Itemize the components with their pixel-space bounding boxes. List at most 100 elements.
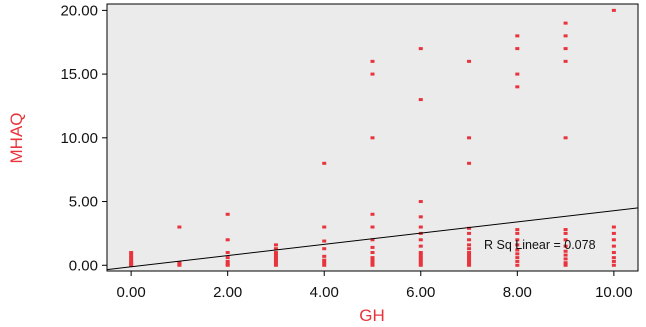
- data-point: [273, 258, 278, 262]
- data-point: [563, 261, 568, 265]
- data-point: [515, 34, 520, 38]
- data-point: [129, 256, 134, 260]
- data-point: [370, 261, 375, 265]
- data-point: [322, 254, 327, 258]
- data-point: [273, 263, 278, 267]
- data-point: [515, 238, 520, 242]
- data-point: [370, 238, 375, 242]
- data-point: [129, 258, 134, 262]
- y-tick-label: 20.00: [60, 2, 98, 19]
- data-point: [467, 226, 472, 230]
- data-point: [322, 225, 327, 229]
- data-point: [225, 238, 230, 242]
- data-point: [563, 263, 568, 267]
- data-point: [467, 136, 472, 140]
- data-point: [177, 261, 182, 265]
- data-point: [418, 238, 423, 242]
- data-point: [225, 262, 230, 266]
- data-point: [515, 47, 520, 51]
- data-point: [515, 72, 520, 76]
- data-point: [129, 261, 134, 265]
- data-point: [611, 256, 616, 260]
- data-point: [515, 263, 520, 267]
- data-point: [418, 251, 423, 255]
- x-tick-label: 8.00: [503, 284, 532, 301]
- data-point: [370, 256, 375, 260]
- data-point: [467, 251, 472, 255]
- data-point: [322, 239, 327, 243]
- data-point: [129, 251, 134, 255]
- data-point: [370, 251, 375, 255]
- data-point: [563, 59, 568, 63]
- data-point: [273, 253, 278, 257]
- data-point: [563, 257, 568, 261]
- data-point: [418, 263, 423, 267]
- y-tick-label: 5.00: [69, 194, 98, 211]
- data-point: [563, 253, 568, 257]
- data-point: [418, 258, 423, 262]
- data-point: [273, 256, 278, 260]
- data-point: [467, 161, 472, 165]
- data-point: [418, 98, 423, 102]
- x-axis-title: GH: [359, 306, 385, 325]
- data-point: [563, 238, 568, 242]
- data-point: [515, 256, 520, 260]
- data-point: [515, 252, 520, 256]
- data-point: [418, 244, 423, 248]
- data-point: [611, 244, 616, 248]
- x-tick-label: 10.00: [595, 284, 633, 301]
- data-point: [563, 228, 568, 232]
- data-point: [322, 161, 327, 165]
- x-tick-label: 4.00: [310, 284, 339, 301]
- data-point: [563, 231, 568, 235]
- data-point: [418, 261, 423, 265]
- data-point: [563, 34, 568, 38]
- data-point: [370, 245, 375, 249]
- data-point: [273, 247, 278, 251]
- data-point: [467, 256, 472, 260]
- data-point: [322, 258, 327, 262]
- data-point: [563, 244, 568, 248]
- data-point: [467, 258, 472, 262]
- data-point: [418, 200, 423, 204]
- data-point: [467, 243, 472, 247]
- data-point: [273, 251, 278, 255]
- data-point: [225, 256, 230, 260]
- data-point: [563, 136, 568, 140]
- data-point: [611, 238, 616, 242]
- data-point: [418, 256, 423, 260]
- data-point: [563, 249, 568, 253]
- data-point: [418, 225, 423, 229]
- data-point: [611, 263, 616, 267]
- data-point: [418, 215, 423, 219]
- data-point: [515, 231, 520, 235]
- y-tick-label: 10.00: [60, 130, 98, 147]
- data-point: [515, 259, 520, 263]
- data-point: [467, 59, 472, 63]
- data-point: [611, 231, 616, 235]
- data-point: [611, 251, 616, 255]
- data-point: [225, 259, 230, 263]
- data-point: [563, 47, 568, 51]
- y-tick-label: 0.00: [69, 257, 98, 274]
- x-tick-label: 6.00: [406, 284, 435, 301]
- data-point: [273, 243, 278, 247]
- data-point: [370, 258, 375, 262]
- data-point: [322, 263, 327, 267]
- data-point: [370, 59, 375, 63]
- data-point: [418, 253, 423, 257]
- data-point: [467, 231, 472, 235]
- fit-line-label: R Sq Linear = 0.078: [484, 238, 596, 252]
- data-point: [322, 247, 327, 251]
- data-points: [129, 8, 616, 267]
- data-point: [418, 47, 423, 51]
- data-point: [611, 225, 616, 229]
- data-point: [611, 8, 616, 12]
- x-axis: 0.00 2.00 4.00 6.00 8.00 10.00: [117, 271, 633, 301]
- data-point: [515, 248, 520, 252]
- data-point: [467, 263, 472, 267]
- linear-fit-line: [106, 207, 639, 271]
- data-point: [370, 225, 375, 229]
- data-point: [467, 261, 472, 265]
